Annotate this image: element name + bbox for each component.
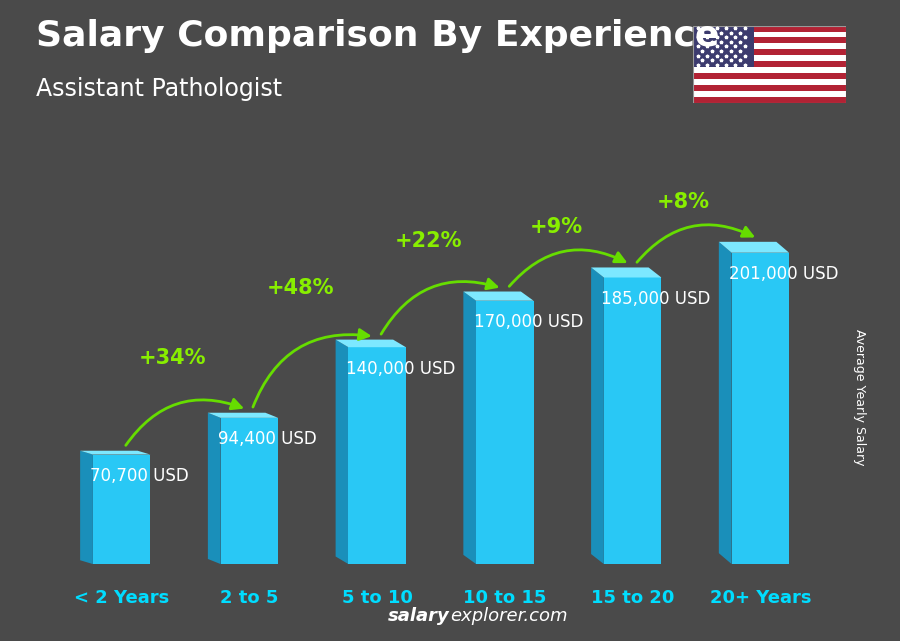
Text: 2 to 5: 2 to 5: [220, 589, 279, 607]
Polygon shape: [80, 451, 93, 564]
Text: salary: salary: [388, 607, 450, 625]
Text: +9%: +9%: [529, 217, 582, 237]
Polygon shape: [591, 267, 662, 278]
Polygon shape: [336, 340, 348, 564]
Text: explorer.com: explorer.com: [450, 607, 568, 625]
Text: < 2 Years: < 2 Years: [74, 589, 169, 607]
Bar: [693, 67, 846, 73]
Text: +22%: +22%: [394, 231, 462, 251]
Bar: [693, 26, 846, 31]
Text: Salary Comparison By Experience: Salary Comparison By Experience: [36, 19, 719, 53]
Bar: [693, 37, 846, 44]
Polygon shape: [336, 340, 406, 347]
Bar: [693, 55, 846, 61]
Text: +48%: +48%: [266, 278, 334, 297]
Text: 94,400 USD: 94,400 USD: [218, 430, 317, 448]
Text: 15 to 20: 15 to 20: [591, 589, 674, 607]
Bar: [693, 31, 846, 37]
Bar: [693, 26, 754, 67]
Bar: [693, 97, 846, 103]
Polygon shape: [220, 418, 278, 564]
Text: Assistant Pathologist: Assistant Pathologist: [36, 77, 282, 101]
Text: 70,700 USD: 70,700 USD: [90, 467, 189, 485]
Bar: [693, 44, 846, 49]
Text: 10 to 15: 10 to 15: [464, 589, 546, 607]
Bar: [693, 79, 846, 85]
Bar: [693, 73, 846, 79]
Polygon shape: [80, 451, 150, 454]
Text: Average Yearly Salary: Average Yearly Salary: [853, 329, 866, 465]
Text: 140,000 USD: 140,000 USD: [346, 360, 455, 378]
Polygon shape: [348, 347, 406, 564]
Polygon shape: [208, 413, 278, 418]
Bar: [693, 91, 846, 97]
Text: 170,000 USD: 170,000 USD: [473, 313, 583, 331]
Polygon shape: [464, 292, 534, 301]
Polygon shape: [93, 454, 150, 564]
Polygon shape: [208, 413, 220, 564]
Polygon shape: [732, 253, 789, 564]
Polygon shape: [604, 278, 662, 564]
Polygon shape: [464, 292, 476, 564]
Bar: [693, 49, 846, 55]
Text: 201,000 USD: 201,000 USD: [729, 265, 839, 283]
Bar: [693, 61, 846, 67]
Polygon shape: [476, 301, 534, 564]
Polygon shape: [719, 242, 789, 253]
Text: 5 to 10: 5 to 10: [342, 589, 412, 607]
Text: +8%: +8%: [657, 192, 710, 212]
Bar: [693, 85, 846, 91]
Polygon shape: [591, 267, 604, 564]
Polygon shape: [719, 242, 732, 564]
Text: 20+ Years: 20+ Years: [709, 589, 811, 607]
Text: +34%: +34%: [139, 348, 206, 369]
Text: 185,000 USD: 185,000 USD: [601, 290, 711, 308]
